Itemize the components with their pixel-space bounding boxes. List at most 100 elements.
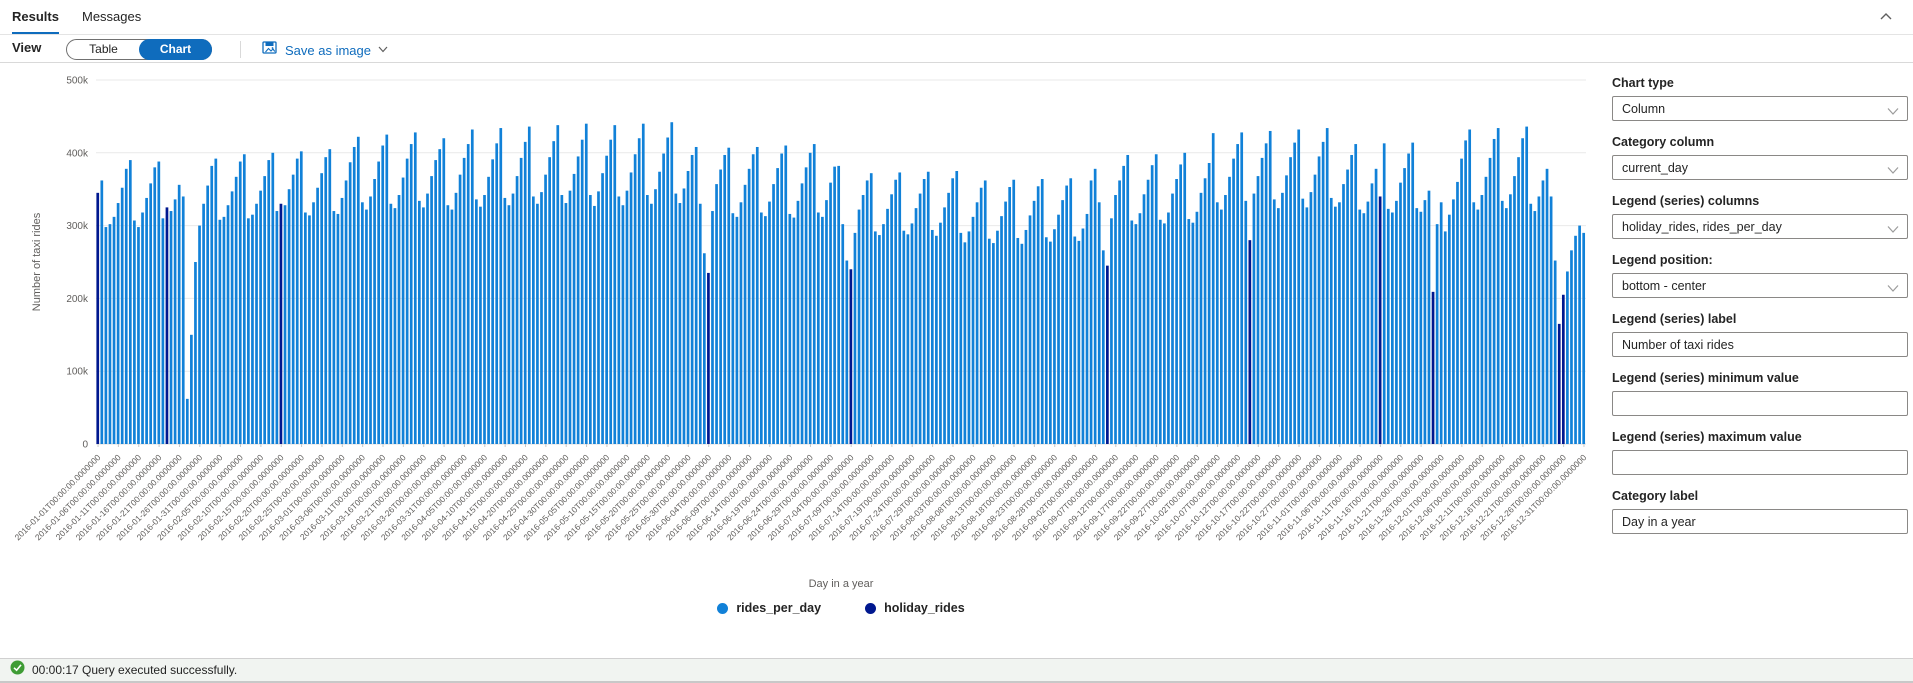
rides-per-day-bar — [1488, 157, 1492, 444]
y-axis-title: Number of taxi rides — [31, 212, 43, 311]
tab-messages[interactable]: Messages — [82, 9, 142, 24]
chart-legend: rides_per_day holiday_rides — [96, 601, 1586, 615]
rides-per-day-bar — [100, 180, 104, 444]
holiday-rides-bar — [165, 207, 169, 444]
rides-per-day-bar — [865, 180, 869, 444]
rides-per-day-bar — [1069, 178, 1073, 444]
rides-per-day-bar — [1366, 201, 1370, 444]
holiday-rides-bar — [279, 203, 283, 444]
legend-max-input[interactable] — [1612, 450, 1908, 475]
rides-per-day-bar — [169, 211, 173, 444]
rides-per-day-bar — [1024, 229, 1028, 444]
chevron-up-icon[interactable] — [1877, 8, 1895, 26]
rides-per-day-bar — [328, 149, 332, 444]
rides-per-day-bar — [198, 225, 201, 444]
rides-per-day-bar — [1268, 130, 1272, 444]
rides-per-day-bar — [511, 193, 515, 444]
rides-per-day-bar — [1541, 180, 1545, 444]
rides-per-day-bar — [1158, 219, 1162, 444]
rides-per-day-bar — [926, 171, 930, 444]
tab-results[interactable]: Results — [12, 0, 59, 34]
rides-per-day-bar — [1346, 169, 1349, 444]
rides-per-day-bar — [454, 192, 458, 444]
legend-columns-select[interactable]: holiday_rides, rides_per_day — [1612, 214, 1908, 239]
category-label-input[interactable] — [1612, 509, 1908, 534]
rides-per-day-bar — [1089, 180, 1093, 444]
query-status-message: 00:00:17 Query executed successfully. — [32, 663, 238, 677]
legend-position-select[interactable]: bottom - center — [1612, 273, 1908, 298]
rides-per-day-bar — [1016, 237, 1020, 444]
rides-per-day-bar — [405, 158, 409, 444]
field-legend-max: Legend (series) maximum value — [1612, 430, 1908, 475]
rides-per-day-bar — [320, 173, 324, 444]
rides-per-day-bar — [161, 218, 165, 444]
rides-per-day-bar — [1374, 168, 1378, 444]
rides-per-day-bar — [711, 211, 714, 444]
rides-per-day-bar — [1028, 215, 1032, 444]
rides-per-day-bar — [194, 262, 197, 444]
rides-per-day-bar — [1578, 225, 1581, 444]
rides-per-day-bar — [1264, 143, 1268, 444]
rides-per-day-bar — [1415, 208, 1419, 444]
rides-per-day-bar — [120, 187, 124, 444]
legend-label-input[interactable] — [1612, 332, 1908, 357]
rides-per-day-bar — [1309, 192, 1313, 444]
rides-per-day-bar — [1000, 216, 1003, 444]
holiday-rides-bar — [1378, 196, 1382, 444]
rides-per-day-bar — [597, 191, 600, 444]
rides-per-day-bar — [1329, 197, 1333, 444]
rides-per-day-bar — [1032, 200, 1036, 444]
legend-item-holiday_rides[interactable]: holiday_rides — [865, 601, 965, 615]
holiday-rides-bar — [96, 192, 100, 444]
category-column-value: current_day — [1622, 160, 1689, 175]
rides-per-day-bar — [1447, 214, 1451, 444]
rides-per-day-bar — [267, 160, 271, 444]
rides-per-day-bar — [1101, 250, 1105, 444]
rides-per-day-bar — [747, 168, 751, 444]
chart-toggle-button[interactable]: Chart — [139, 39, 212, 60]
rides-per-day-bar — [641, 123, 645, 445]
rides-per-day-bar — [609, 139, 613, 444]
rides-per-day-bar — [792, 217, 796, 444]
table-toggle-button[interactable]: Table — [89, 42, 118, 56]
save-as-image-button[interactable]: Save as image — [262, 40, 389, 60]
legend-columns-label: Legend (series) columns — [1612, 194, 1760, 208]
legend-dot-icon — [865, 602, 877, 614]
holiday-rides-bar — [1557, 323, 1561, 444]
rides-per-day-bar — [133, 220, 136, 444]
rides-per-day-bar — [1504, 208, 1508, 444]
rides-per-day-bar — [202, 203, 205, 444]
y-axis-tick-label: 0 — [82, 440, 88, 451]
rides-per-day-bar — [173, 199, 177, 444]
rides-per-day-bar — [1476, 209, 1480, 444]
rides-per-day-bar — [1468, 129, 1472, 444]
rides-per-day-bar — [1146, 179, 1150, 444]
rides-per-day-bar — [1150, 165, 1154, 444]
rides-per-day-bar — [1423, 200, 1427, 444]
rides-per-day-bar — [1130, 220, 1134, 444]
rides-per-day-bar — [1167, 212, 1170, 444]
holiday-rides-bar — [1561, 294, 1565, 444]
rides-per-day-bar — [230, 191, 234, 444]
rides-per-day-bar — [503, 197, 507, 444]
rides-per-day-bar — [556, 125, 560, 444]
rides-per-day-bar — [1419, 211, 1423, 444]
chart-type-select[interactable]: Column — [1612, 96, 1908, 121]
rides-per-day-bar — [1183, 152, 1187, 445]
rides-per-day-bar — [869, 173, 873, 444]
rides-per-day-bar — [1297, 129, 1301, 444]
legend-min-input[interactable] — [1612, 391, 1908, 416]
rides-per-day-bar — [589, 195, 592, 444]
rides-per-day-bar — [853, 232, 857, 444]
rides-per-day-bar — [206, 185, 210, 444]
rides-per-day-bar — [987, 238, 991, 444]
legend-item-rides_per_day[interactable]: rides_per_day — [717, 601, 821, 615]
rides-per-day-bar — [1338, 202, 1341, 444]
rides-per-day-bar — [943, 207, 946, 444]
rides-per-day-bar — [1407, 153, 1410, 444]
rides-per-day-bar — [291, 174, 295, 444]
rides-per-day-bar — [882, 224, 885, 444]
rides-per-day-bar — [1207, 162, 1211, 444]
rides-per-day-bar — [365, 209, 368, 444]
category-column-select[interactable]: current_day — [1612, 155, 1908, 180]
